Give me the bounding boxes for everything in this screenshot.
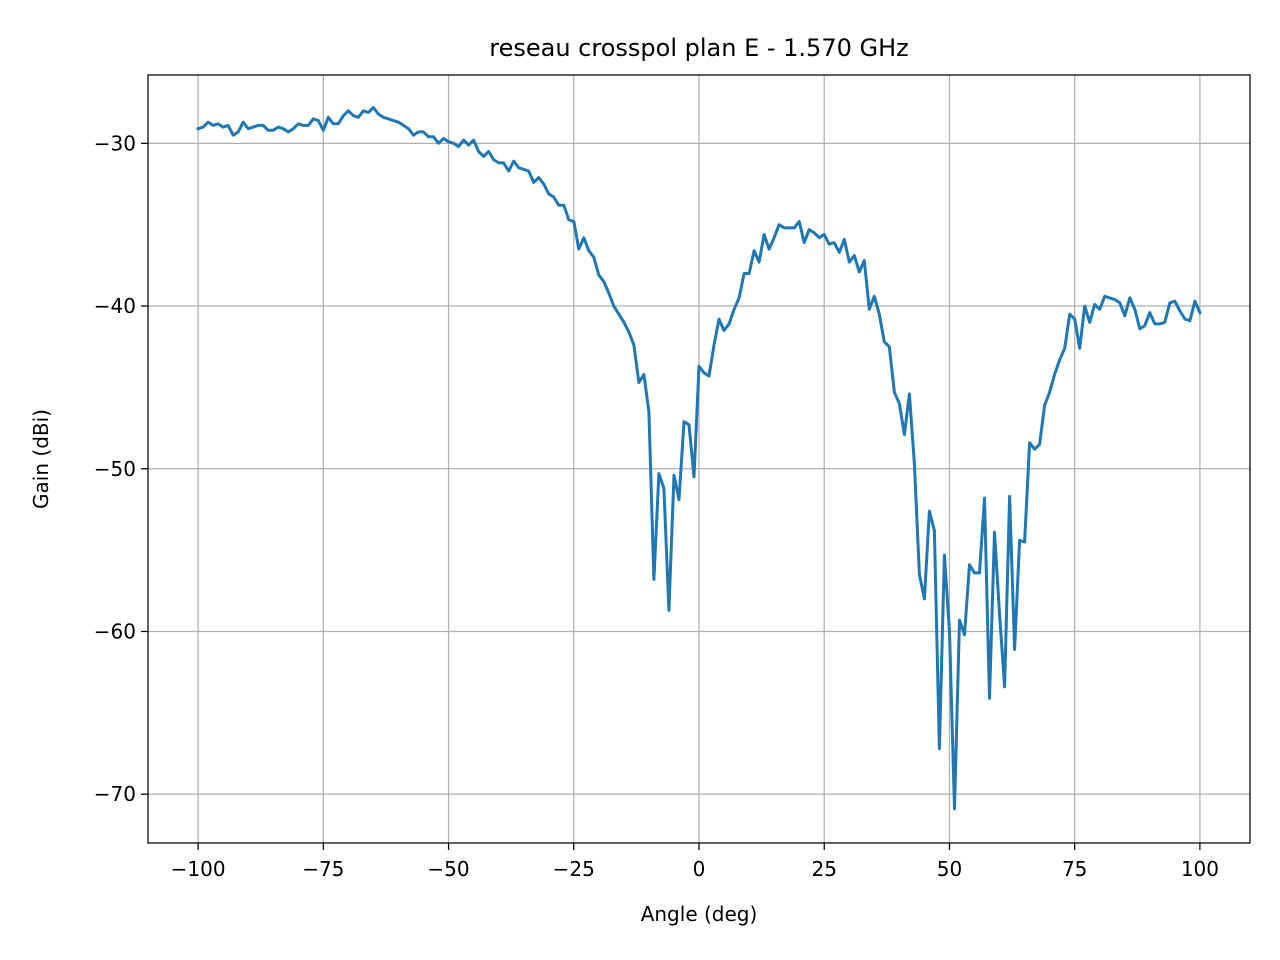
y-axis-label: Gain (dBi) xyxy=(29,409,53,509)
x-tick-label: −100 xyxy=(171,857,226,881)
x-tick-label: −25 xyxy=(553,857,595,881)
x-tick-label: −50 xyxy=(427,857,469,881)
y-tick-label: −40 xyxy=(94,294,136,318)
x-axis-label: Angle (deg) xyxy=(641,902,758,926)
x-tick-label: 100 xyxy=(1181,857,1219,881)
x-tick-label: 0 xyxy=(693,857,706,881)
y-tick-label: −60 xyxy=(94,619,136,643)
x-tick-label: 50 xyxy=(937,857,962,881)
y-tick-label: −50 xyxy=(94,457,136,481)
x-tick-label: 75 xyxy=(1062,857,1087,881)
grid xyxy=(148,75,1250,843)
y-tick-label: −70 xyxy=(94,782,136,806)
y-tick-label: −30 xyxy=(94,131,136,155)
ticks: −100 −75 −50 −25 0 25 50 75 100 −70 −60 −50 −40 −30 xyxy=(94,131,1219,881)
chart-title: reseau crosspol plan E - 1.570 GHz xyxy=(489,34,908,62)
x-tick-label: −75 xyxy=(302,857,344,881)
x-tick-label: 25 xyxy=(812,857,837,881)
plot-lines xyxy=(196,106,1202,811)
series-line xyxy=(196,106,1202,811)
